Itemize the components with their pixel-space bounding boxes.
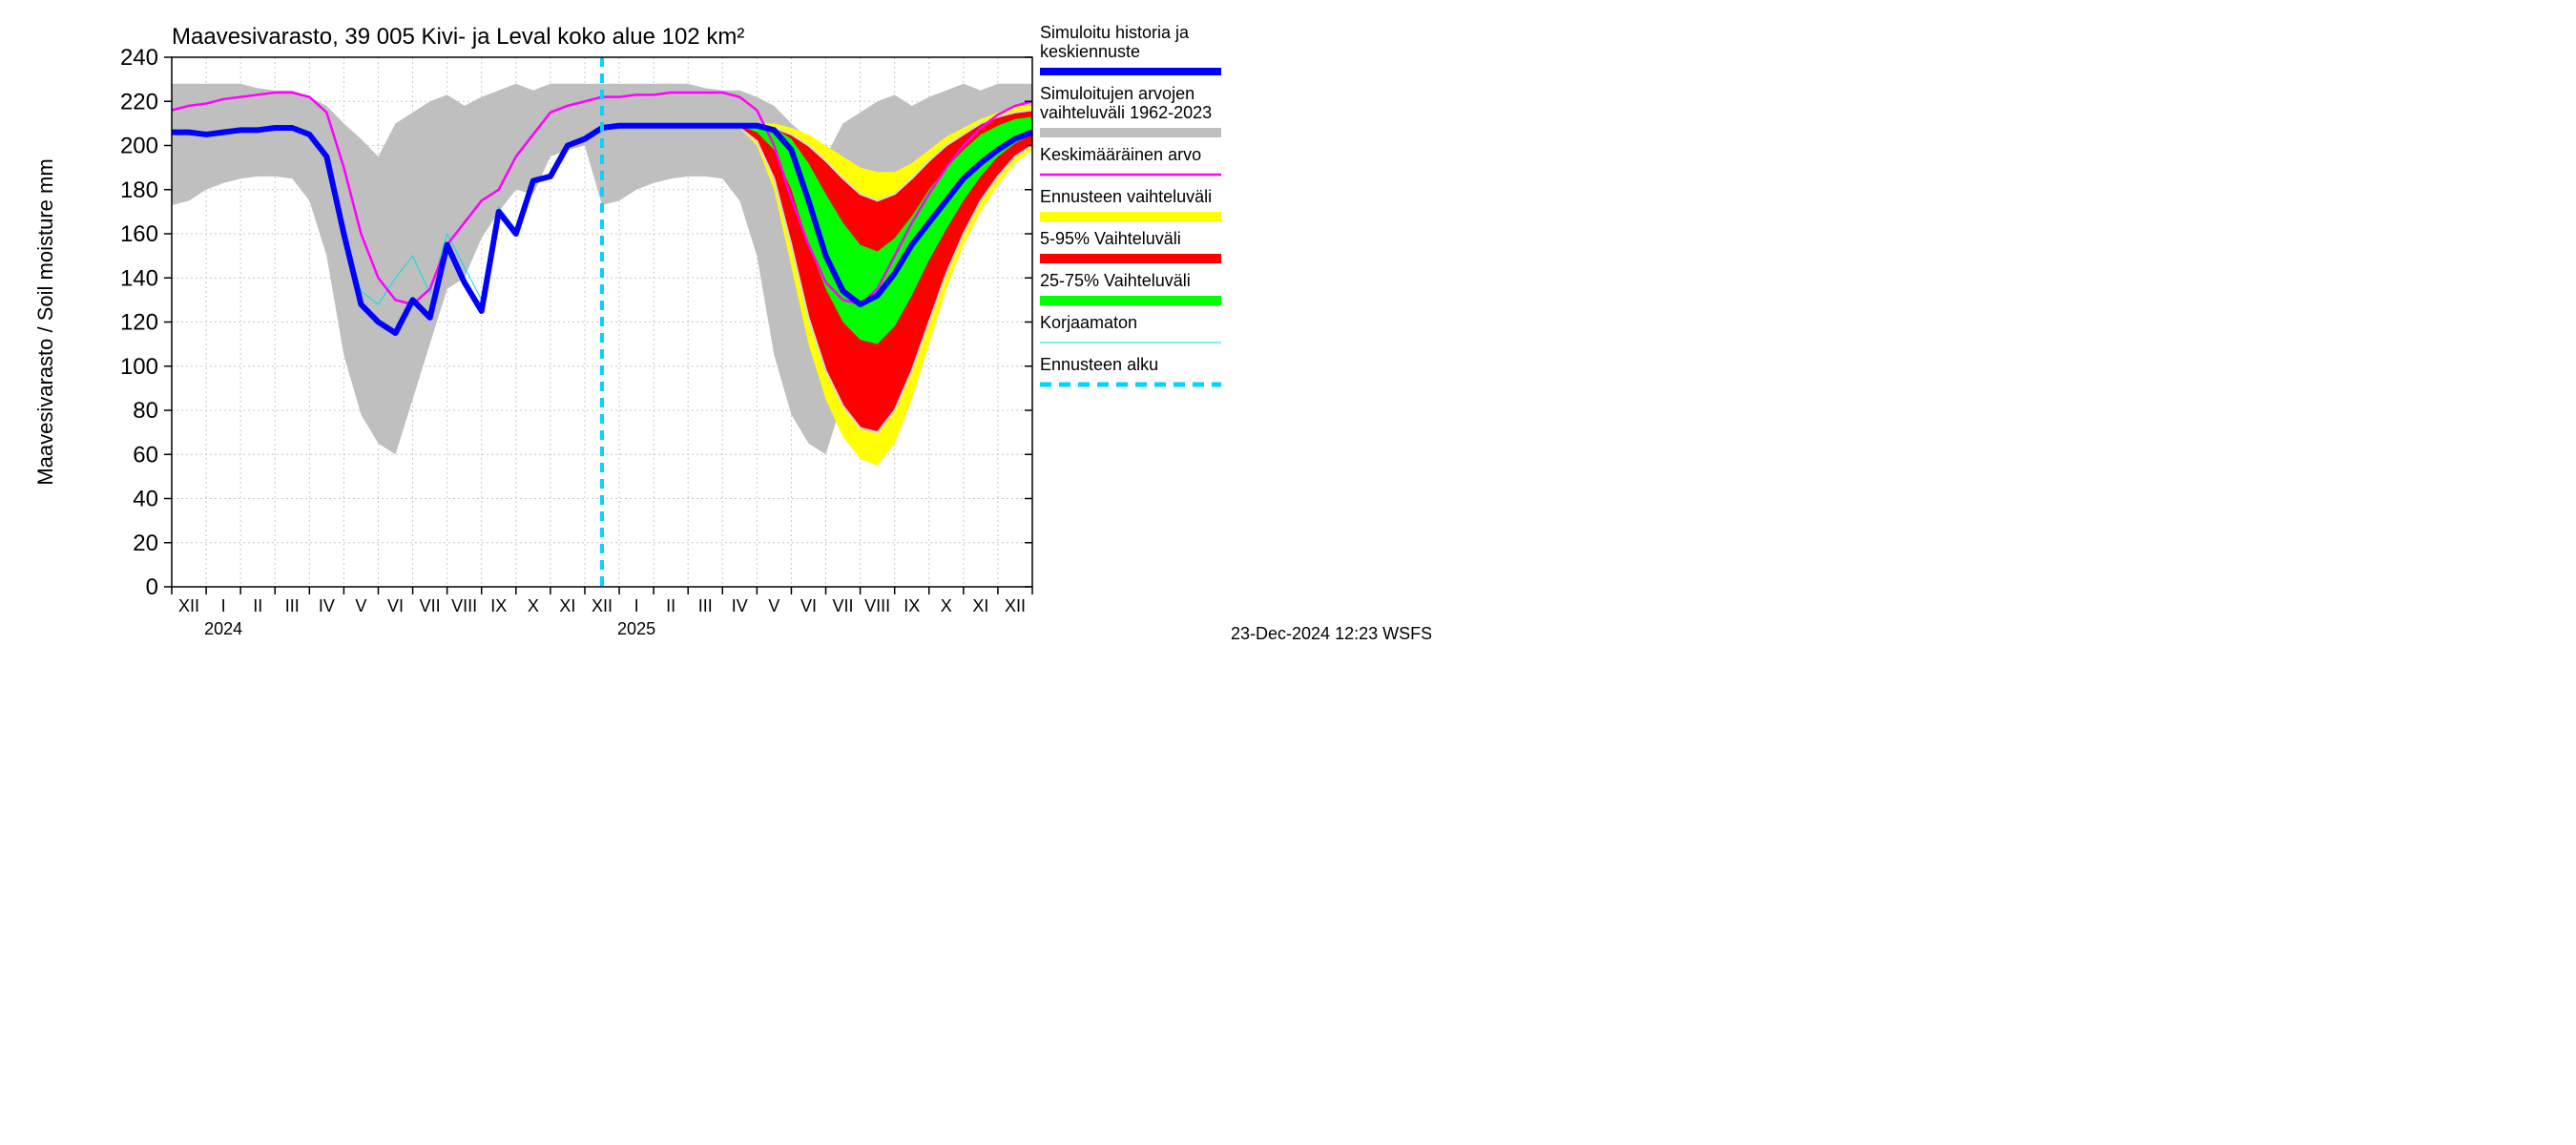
x-tick-label: IX [490,596,507,615]
legend-swatch [1040,254,1221,263]
y-tick-label: 200 [120,134,158,159]
legend-label: vaihteluväli 1962-2023 [1040,103,1212,122]
legend-label: Ennusteen vaihteluväli [1040,187,1212,206]
x-tick-label: VI [387,596,404,615]
chart-svg: 020406080100120140160180200220240XIIIIII… [0,0,1431,677]
legend-swatch [1040,212,1221,221]
y-tick-label: 120 [120,310,158,336]
x-tick-label: V [355,596,366,615]
x-tick-label: I [221,596,226,615]
x-tick-label: IV [319,596,335,615]
y-tick-label: 100 [120,354,158,380]
y-tick-label: 160 [120,221,158,247]
y-tick-label: 60 [133,442,158,468]
y-tick-label: 220 [120,89,158,114]
x-tick-label: XII [178,596,199,615]
legend-swatch [1040,128,1221,137]
x-year-label: 2024 [204,619,242,638]
x-year-label: 2025 [617,619,655,638]
timestamp-text: 23-Dec-2024 12:23 WSFS-O [1231,624,1431,643]
legend-label: Korjaamaton [1040,313,1137,332]
y-axis-label: Maavesivarasto / Soil moisture mm [33,158,57,485]
legend-swatch [1040,296,1221,305]
legend-label: Ennusteen alku [1040,355,1158,374]
y-tick-label: 0 [146,574,158,600]
x-tick-label: VIII [864,596,890,615]
x-tick-label: VII [833,596,854,615]
x-tick-label: IV [732,596,748,615]
chart-title: Maavesivarasto, 39 005 Kivi- ja Leval ko… [172,24,744,50]
legend-label: Simuloitujen arvojen [1040,84,1195,103]
x-tick-label: IX [904,596,920,615]
x-tick-label: XII [592,596,613,615]
x-tick-label: VI [800,596,817,615]
x-tick-label: VIII [451,596,477,615]
y-tick-label: 20 [133,531,158,556]
legend-label: keskiennuste [1040,42,1140,61]
y-tick-label: 40 [133,487,158,512]
x-tick-label: VII [420,596,441,615]
x-tick-label: XI [559,596,575,615]
y-tick-label: 140 [120,265,158,291]
x-tick-label: II [253,596,262,615]
legend-label: Keskimääräinen arvo [1040,145,1201,164]
y-tick-label: 240 [120,45,158,71]
legend-label: 5-95% Vaihteluväli [1040,229,1181,248]
x-tick-label: II [666,596,675,615]
y-tick-label: 80 [133,398,158,424]
legend-label: 25-75% Vaihteluväli [1040,271,1191,290]
x-tick-label: XI [972,596,988,615]
x-tick-label: XII [1005,596,1026,615]
x-tick-label: V [768,596,779,615]
x-tick-label: III [285,596,300,615]
x-tick-label: X [941,596,952,615]
legend-label: Simuloitu historia ja [1040,23,1190,42]
chart-container: 020406080100120140160180200220240XIIIIII… [0,0,1431,677]
y-tick-label: 180 [120,177,158,203]
x-tick-label: I [634,596,639,615]
x-tick-label: X [528,596,539,615]
x-tick-label: III [698,596,713,615]
